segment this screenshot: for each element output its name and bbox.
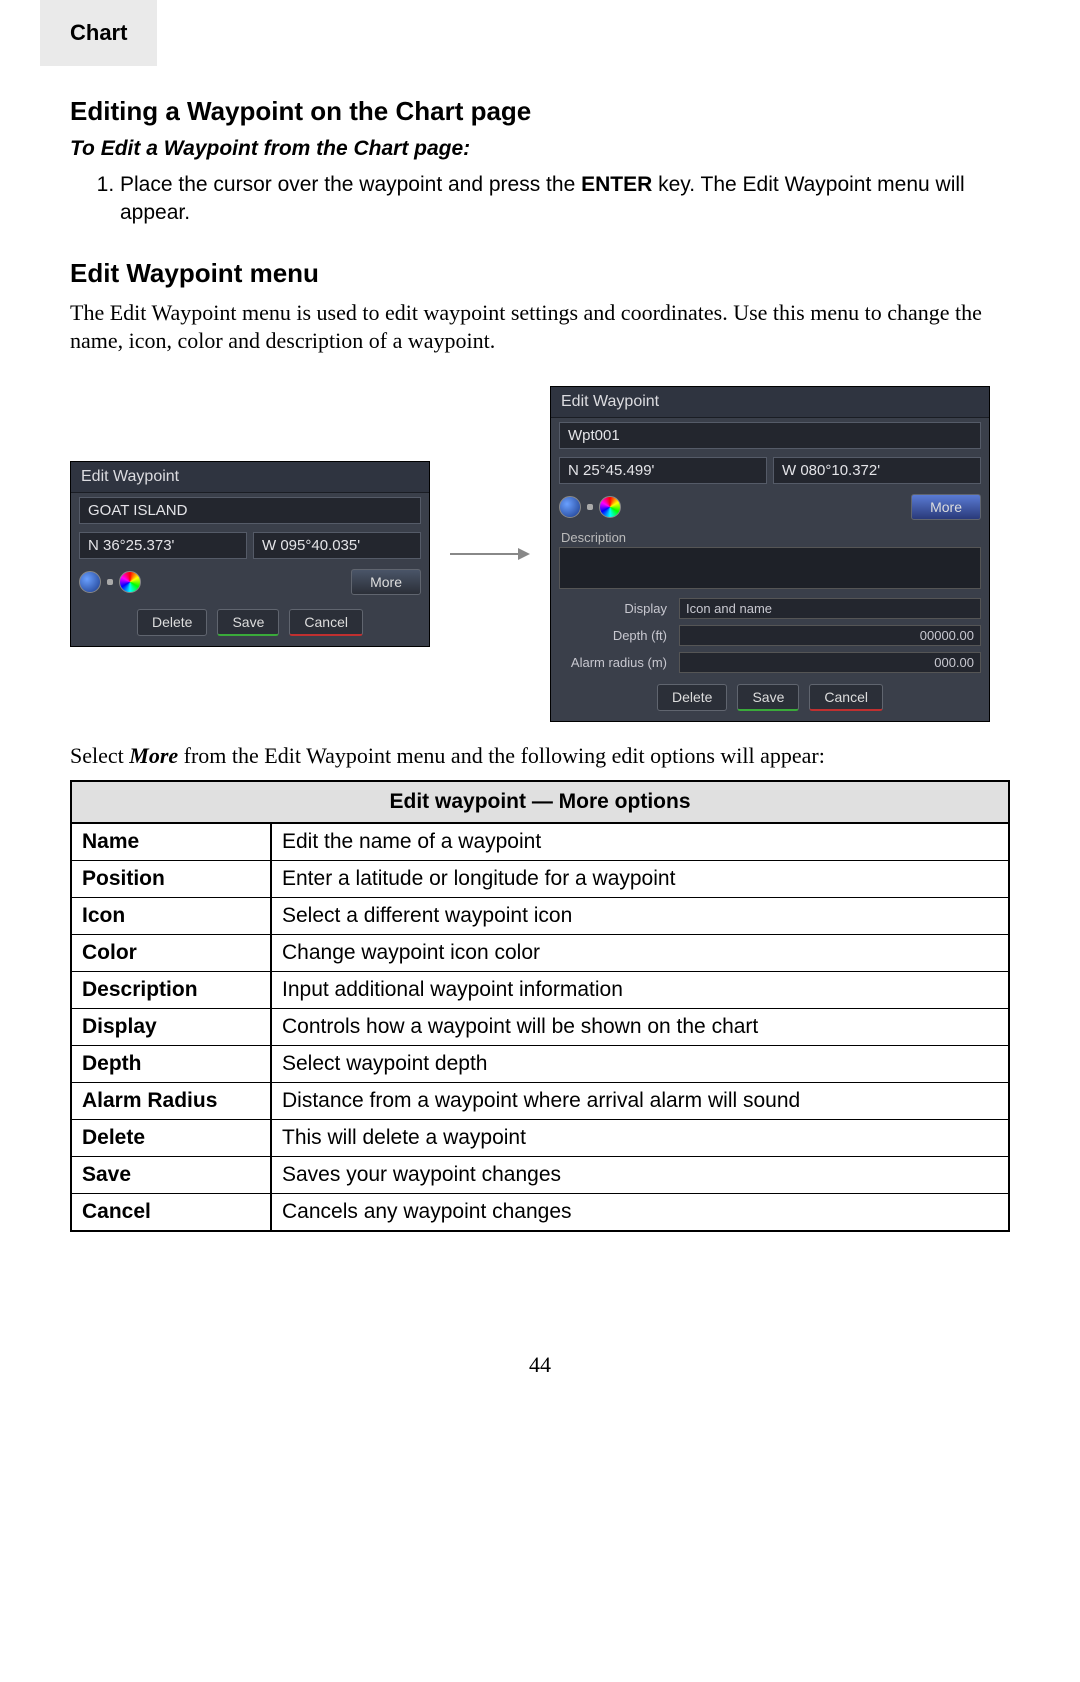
after-figures-text: Select More from the Edit Waypoint menu …: [70, 742, 1010, 771]
table-row: NameEdit the name of a waypoint: [71, 823, 1009, 861]
more-button[interactable]: More: [911, 494, 981, 520]
step-text-pre: Place the cursor over the waypoint and p…: [120, 173, 581, 196]
step-item: Place the cursor over the waypoint and p…: [120, 171, 1010, 228]
opt-val: Distance from a waypoint where arrival a…: [271, 1083, 1009, 1120]
waypoint-name-field[interactable]: GOAT ISLAND: [79, 497, 421, 524]
waypoint-icon-picker[interactable]: [79, 571, 101, 593]
cancel-button[interactable]: Cancel: [809, 684, 883, 711]
display-label: Display: [559, 601, 679, 616]
opt-key: Display: [71, 1009, 271, 1046]
save-button[interactable]: Save: [737, 684, 799, 711]
opt-key: Cancel: [71, 1194, 271, 1232]
opt-val: This will delete a waypoint: [271, 1120, 1009, 1157]
depth-label: Depth (ft): [559, 628, 679, 643]
panel-title: Edit Waypoint: [551, 387, 989, 418]
after-text-pre: Select: [70, 743, 129, 768]
picker-separator: [587, 504, 593, 510]
opt-val: Controls how a waypoint will be shown on…: [271, 1009, 1009, 1046]
panel-title: Edit Waypoint: [71, 462, 429, 493]
color-picker-icon[interactable]: [599, 496, 621, 518]
depth-value[interactable]: 00000.00: [679, 625, 981, 646]
description-field[interactable]: [559, 547, 981, 589]
opt-key: Name: [71, 823, 271, 861]
opt-val: Edit the name of a waypoint: [271, 823, 1009, 861]
opt-key: Icon: [71, 898, 271, 935]
table-row: DescriptionInput additional waypoint inf…: [71, 972, 1009, 1009]
latitude-field[interactable]: N 25°45.499': [559, 457, 767, 484]
color-picker-icon[interactable]: [119, 571, 141, 593]
table-row: DeleteThis will delete a waypoint: [71, 1120, 1009, 1157]
latitude-field[interactable]: N 36°25.373': [79, 532, 247, 559]
opt-val: Change waypoint icon color: [271, 935, 1009, 972]
description-label: Description: [551, 526, 989, 545]
opt-key: Alarm Radius: [71, 1083, 271, 1120]
section-subhead: To Edit a Waypoint from the Chart page:: [70, 137, 1010, 161]
table-row: Alarm RadiusDistance from a waypoint whe…: [71, 1083, 1009, 1120]
table-row: CancelCancels any waypoint changes: [71, 1194, 1009, 1232]
flow-arrow-icon: [450, 539, 530, 569]
alarm-radius-row: Alarm radius (m) 000.00: [551, 649, 989, 676]
edit-waypoint-panel-compact: Edit Waypoint GOAT ISLAND N 36°25.373' W…: [70, 461, 430, 647]
table-header: Edit waypoint — More options: [71, 781, 1009, 823]
opt-key: Depth: [71, 1046, 271, 1083]
table-row: PositionEnter a latitude or longitude fo…: [71, 861, 1009, 898]
opt-val: Saves your waypoint changes: [271, 1157, 1009, 1194]
chapter-tab: Chart: [40, 0, 157, 66]
more-options-table: Edit waypoint — More options NameEdit th…: [70, 780, 1010, 1232]
cancel-button[interactable]: Cancel: [289, 609, 363, 636]
opt-val: Input additional waypoint information: [271, 972, 1009, 1009]
figures-row: Edit Waypoint GOAT ISLAND N 36°25.373' W…: [70, 386, 1010, 722]
opt-key: Color: [71, 935, 271, 972]
delete-button[interactable]: Delete: [657, 684, 727, 711]
more-button[interactable]: More: [351, 569, 421, 595]
save-button[interactable]: Save: [217, 609, 279, 636]
opt-key: Position: [71, 861, 271, 898]
delete-button[interactable]: Delete: [137, 609, 207, 636]
after-text-post: from the Edit Waypoint menu and the foll…: [178, 743, 825, 768]
depth-row: Depth (ft) 00000.00: [551, 622, 989, 649]
longitude-field[interactable]: W 095°40.035': [253, 532, 421, 559]
opt-val: Cancels any waypoint changes: [271, 1194, 1009, 1232]
enter-key-label: ENTER: [581, 173, 652, 196]
opt-val: Select a different waypoint icon: [271, 898, 1009, 935]
edit-waypoint-panel-expanded: Edit Waypoint Wpt001 N 25°45.499' W 080°…: [550, 386, 990, 722]
display-value[interactable]: Icon and name: [679, 598, 981, 619]
opt-val: Select waypoint depth: [271, 1046, 1009, 1083]
waypoint-icon-picker[interactable]: [559, 496, 581, 518]
section-body: The Edit Waypoint menu is used to edit w…: [70, 299, 1010, 356]
picker-separator: [107, 579, 113, 585]
table-row: IconSelect a different waypoint icon: [71, 898, 1009, 935]
opt-key: Delete: [71, 1120, 271, 1157]
opt-key: Save: [71, 1157, 271, 1194]
table-row: ColorChange waypoint icon color: [71, 935, 1009, 972]
section-title-editing: Editing a Waypoint on the Chart page: [70, 96, 1010, 127]
opt-val: Enter a latitude or longitude for a wayp…: [271, 861, 1009, 898]
waypoint-name-field[interactable]: Wpt001: [559, 422, 981, 449]
table-row: DisplayControls how a waypoint will be s…: [71, 1009, 1009, 1046]
page-number: 44: [70, 1352, 1010, 1378]
section-title-menu: Edit Waypoint menu: [70, 258, 1010, 289]
more-reference: More: [129, 743, 178, 768]
longitude-field[interactable]: W 080°10.372': [773, 457, 981, 484]
display-row: Display Icon and name: [551, 595, 989, 622]
opt-key: Description: [71, 972, 271, 1009]
table-row: SaveSaves your waypoint changes: [71, 1157, 1009, 1194]
alarm-radius-label: Alarm radius (m): [559, 655, 679, 670]
table-row: DepthSelect waypoint depth: [71, 1046, 1009, 1083]
alarm-radius-value[interactable]: 000.00: [679, 652, 981, 673]
